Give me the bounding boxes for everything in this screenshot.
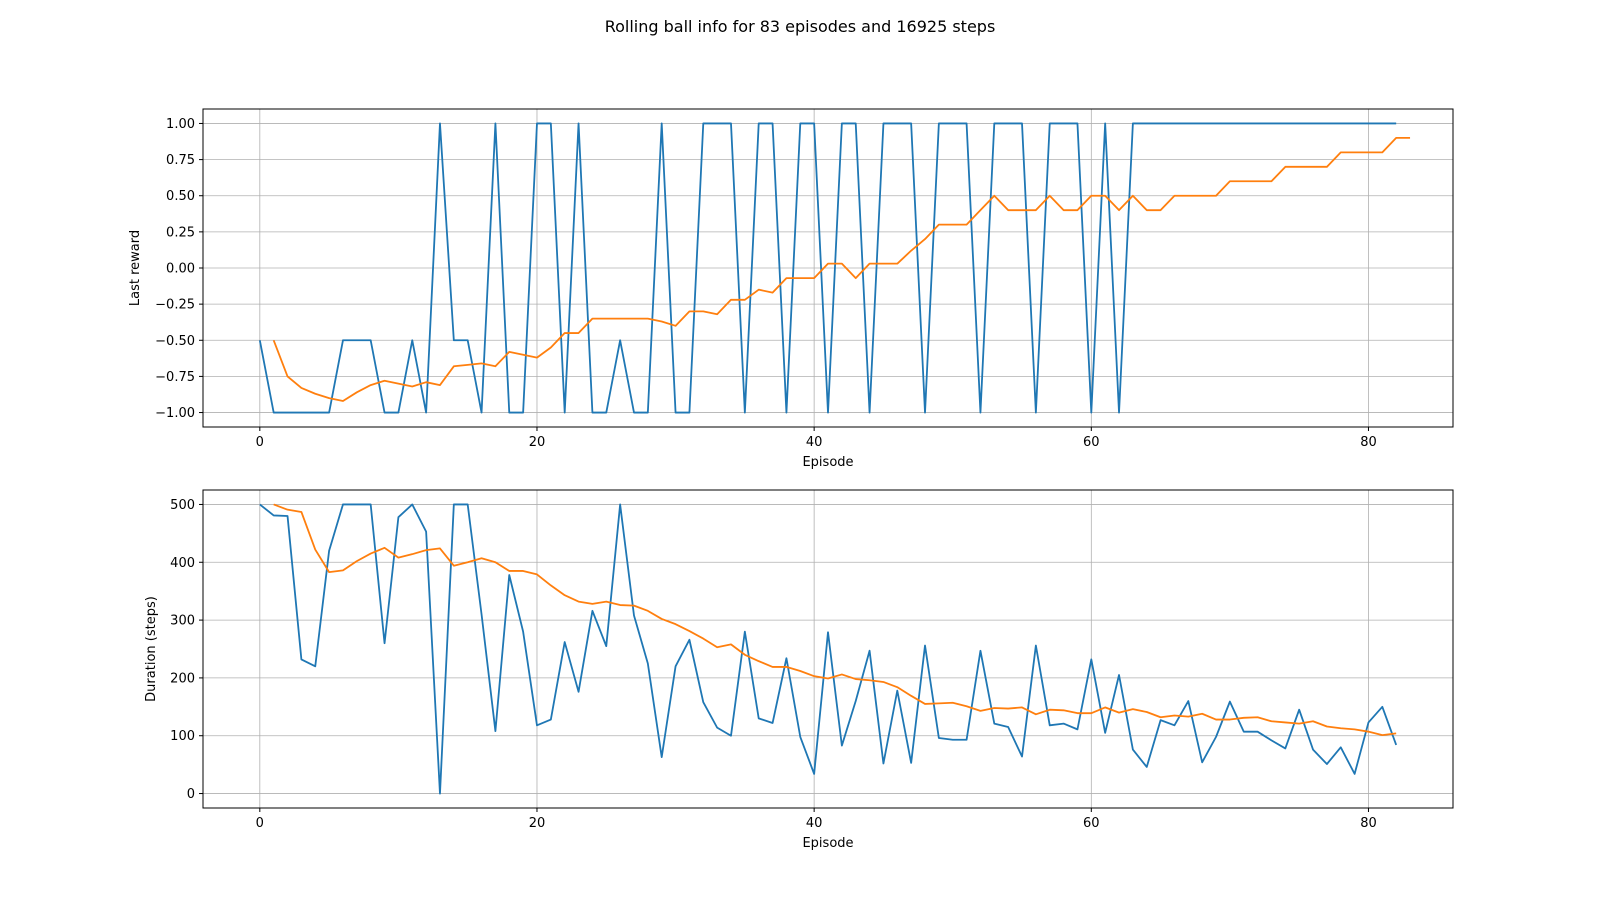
duration-axes-frame: [202, 489, 1454, 809]
reward-series-rolling-line: [272, 137, 1411, 402]
duration-y-tick-label: 400: [170, 556, 195, 571]
duration-x-axis-label: Episode: [802, 836, 853, 851]
reward-y-tick-label: −1.00: [155, 406, 195, 421]
reward-y-tick-label: −0.25: [155, 298, 195, 313]
reward-y-tick-label: −0.50: [155, 334, 195, 349]
duration-x-tick-label: 0: [256, 816, 264, 831]
reward-x-tick-label: 80: [1360, 435, 1377, 450]
reward-x-tick-label: 40: [806, 435, 823, 450]
reward-y-tick-label: 0.50: [166, 189, 195, 204]
figure-title: Rolling ball info for 83 episodes and 16…: [605, 17, 996, 36]
reward-y-axis-label: Last reward: [128, 230, 143, 306]
duration-x-tick-label: 40: [806, 816, 823, 831]
reward-y-tick-label: 0.75: [166, 153, 195, 168]
duration-chart: 0 20 40 60 80 0 100 200 300 400 500 Episode Duration…: [144, 489, 1454, 851]
reward-y-tick-label: 0.00: [166, 262, 195, 277]
reward-series-raw-line: [258, 122, 1397, 414]
reward-x-tick-label: 60: [1083, 435, 1100, 450]
reward-x-tick-label: 0: [256, 435, 264, 450]
reward-chart: 0 20 40 60 80 −1.00 −0.75 −0.50 −0.25 0.00 0.25 0.5…: [128, 108, 1454, 470]
duration-y-tick-label: 200: [170, 671, 195, 686]
duration-y-axis-label: Duration (steps): [144, 596, 159, 702]
duration-y-tick-label: 0: [187, 787, 195, 802]
duration-y-tick-label: 300: [170, 614, 195, 629]
reward-y-tick-label: −0.75: [155, 370, 195, 385]
duration-x-tick-label: 60: [1083, 816, 1100, 831]
reward-y-tick-label: 0.25: [166, 225, 195, 240]
duration-y-tick-label: 100: [170, 729, 195, 744]
duration-series-rolling-line: [273, 503, 1397, 737]
duration-x-tick-label: 80: [1360, 816, 1377, 831]
reward-x-axis-label: Episode: [802, 455, 853, 470]
reward-x-tick-label: 20: [529, 435, 546, 450]
duration-x-tick-label: 20: [529, 816, 546, 831]
duration-series-raw-line: [259, 503, 1398, 795]
duration-y-tick-label: 500: [170, 498, 195, 513]
reward-y-tick-label: 1.00: [166, 117, 195, 132]
